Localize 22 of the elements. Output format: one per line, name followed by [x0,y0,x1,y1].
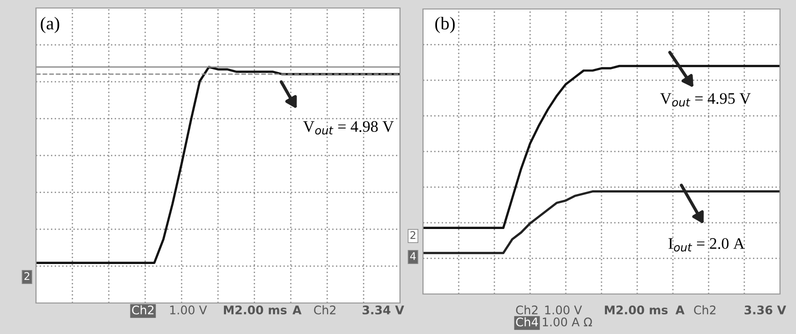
text: Ch2 [132,305,154,314]
text: 4 [410,252,416,260]
text: Ch2 [516,305,538,314]
text: (a) [40,16,60,34]
text: 1.00 A Ω [542,317,592,326]
annotation: V$_{out}$ = 4.95 V [660,93,751,106]
text: M2.00 ms [604,305,668,314]
text: Ch2 [694,305,716,314]
text: Ch4 [516,317,538,326]
annotation: V$_{out}$ = 4.98 V [303,121,394,135]
annotation: I$_{out}$ = 2.0 A [668,238,745,252]
text: 1.00 V [545,305,582,314]
text: 3.36 V [744,305,786,314]
text: 1.00 V [170,305,207,314]
text: Ch2 [314,305,336,314]
text: A [292,306,302,314]
text: (b) [435,16,455,34]
text: M2.00 ms [224,305,287,314]
text: A [675,306,685,314]
text: 3.34 V [362,305,404,314]
text: 2 [410,231,416,239]
text: 2 [24,272,30,280]
